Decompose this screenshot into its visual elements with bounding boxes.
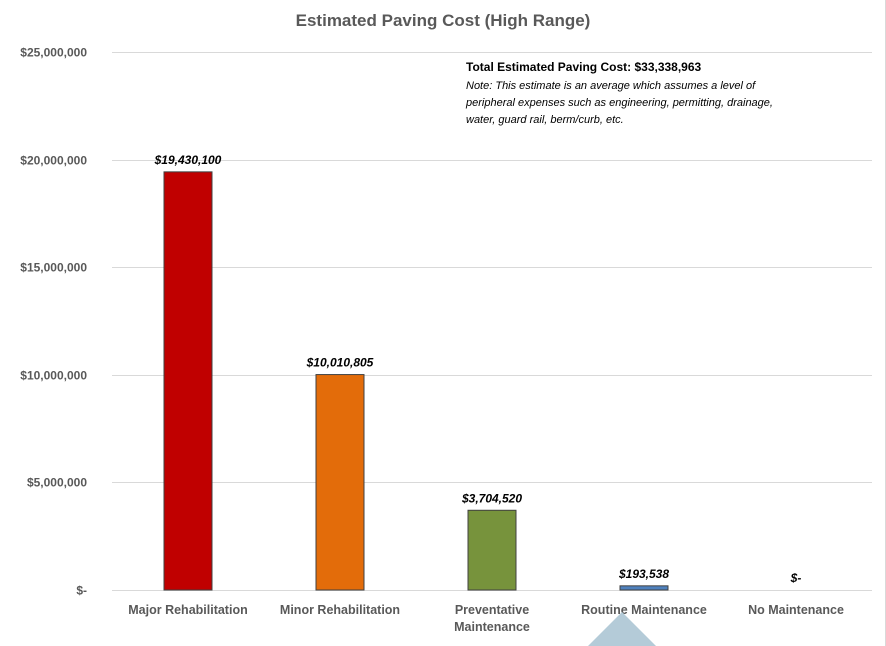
gridlines [112,52,872,591]
cursor-pointer-shape [588,612,656,646]
annotation-line: peripheral expenses such as engineering,… [465,97,773,109]
x-axis-tick-labels: Major Rehabilitation Minor Rehabilitation… [128,603,844,634]
data-label: $193,538 [618,567,669,581]
data-label: $10,010,805 [306,356,374,370]
bar [619,585,669,591]
y-tick-label: $- [76,584,87,598]
chart-title: Estimated Paving Cost (High Range) [296,11,591,30]
bar [467,509,517,591]
x-tick-label: Maintenance [454,620,530,634]
data-label: $3,704,520 [461,491,522,505]
x-tick-label: Routine Maintenance [581,603,707,617]
bar [163,171,213,591]
x-tick-label: Major Rehabilitation [128,603,247,617]
annotation-box: Total Estimated Paving Cost: $33,338,963… [465,60,773,126]
annotation-line: water, guard rail, berm/curb, etc. [466,114,624,126]
y-axis-tick-labels: $- $5,000,000 $10,000,000 $15,000,000 $20,00… [20,46,87,598]
bars [163,171,669,591]
data-label: $- [790,571,802,585]
x-tick-label: Preventative [455,603,529,617]
data-labels: $19,430,100 $10,010,805 $3,704,520 $193,538… [154,153,802,585]
annotation-title: Total Estimated Paving Cost: $33,338,963 [466,60,702,74]
y-tick-label: $20,000,000 [20,154,87,168]
annotation-line: Note: This estimate is an average which … [466,80,756,92]
data-label: $19,430,100 [154,153,222,167]
y-tick-label: $5,000,000 [27,476,87,490]
y-tick-label: $25,000,000 [20,46,87,60]
x-tick-label: No Maintenance [748,603,844,617]
y-tick-label: $15,000,000 [20,261,87,275]
x-tick-label: Minor Rehabilitation [280,603,400,617]
y-tick-label: $10,000,000 [20,369,87,383]
bar [315,374,365,591]
